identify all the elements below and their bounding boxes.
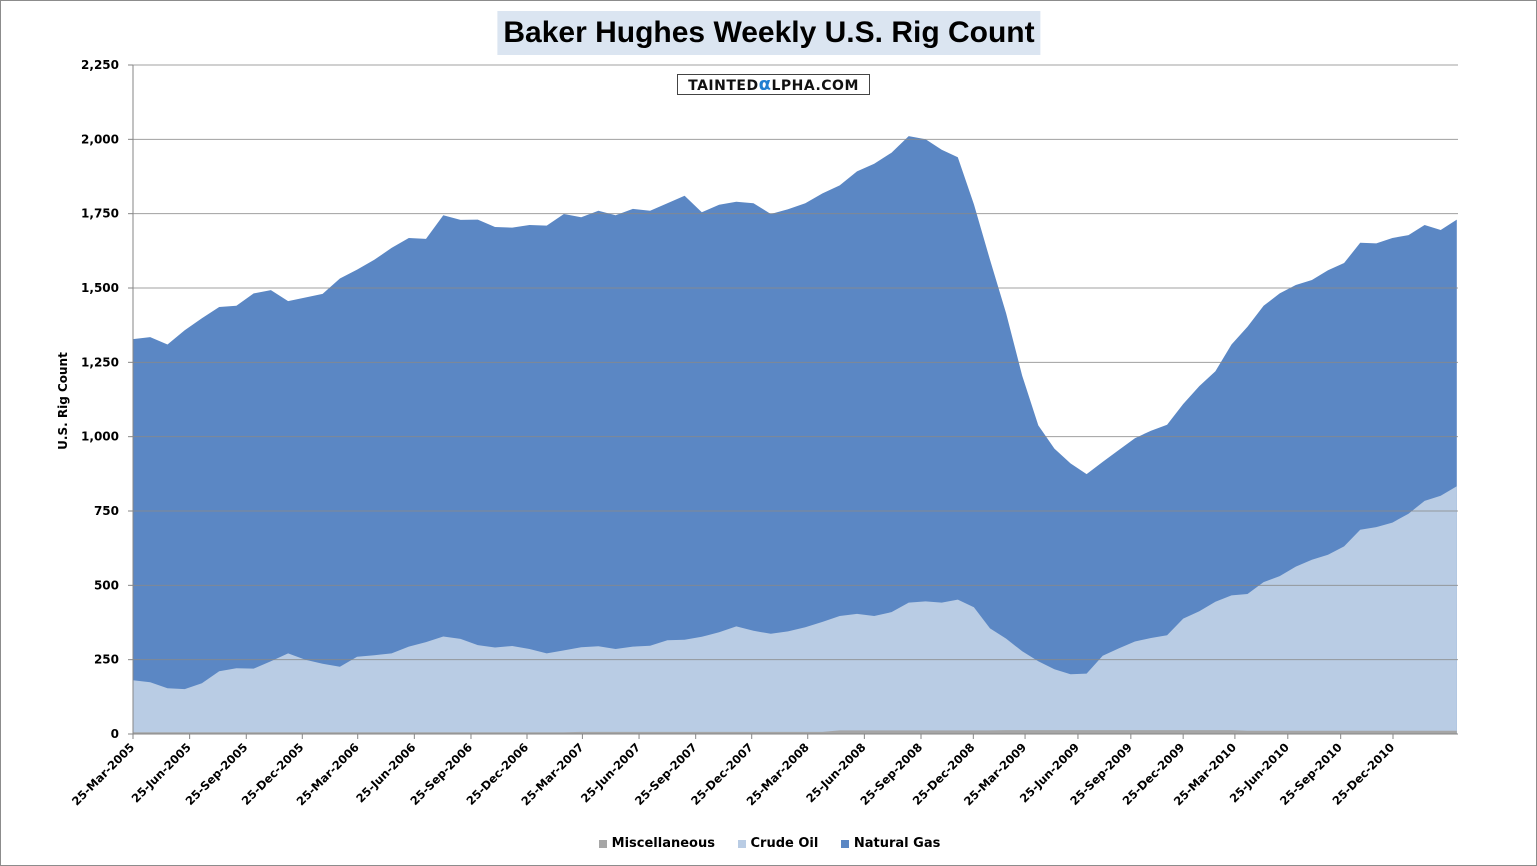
legend-swatch <box>598 839 607 848</box>
x-tick-label: 25-Mar-2005 <box>69 740 137 808</box>
y-tick-label: 2,000 <box>81 132 119 146</box>
chart-title: Baker Hughes Weekly U.S. Rig Count <box>497 11 1041 55</box>
area-miscellaneous <box>133 730 1457 734</box>
legend: Miscellaneous Crude Oil Natural Gas <box>1 836 1536 852</box>
legend-item-miscellaneous: Miscellaneous <box>598 836 715 851</box>
legend-label: Crude Oil <box>750 836 819 851</box>
area-crude-oil <box>133 486 1457 734</box>
y-tick-label: 1,500 <box>81 281 119 295</box>
y-tick-label: 1,250 <box>81 355 119 369</box>
legend-item-natural-gas: Natural Gas <box>840 836 941 851</box>
y-axis-title: U.S. Rig Count <box>56 352 70 450</box>
legend-swatch <box>737 839 746 848</box>
y-tick-label: 0 <box>111 727 119 741</box>
legend-item-crude-oil: Crude Oil <box>737 836 819 851</box>
y-tick-label: 500 <box>94 578 119 592</box>
legend-label: Natural Gas <box>853 836 941 851</box>
legend-label: Miscellaneous <box>611 836 715 851</box>
area-natural-gas <box>133 136 1457 735</box>
y-tick-label: 250 <box>94 653 119 667</box>
y-tick-label: 750 <box>94 504 119 518</box>
legend-swatch <box>840 839 849 848</box>
y-tick-label: 1,000 <box>81 430 119 444</box>
y-tick-label: 2,250 <box>81 58 119 72</box>
y-tick-label: 1,750 <box>81 207 119 221</box>
watermark-logo: TAINTEDαLPHA.COM <box>677 74 870 95</box>
